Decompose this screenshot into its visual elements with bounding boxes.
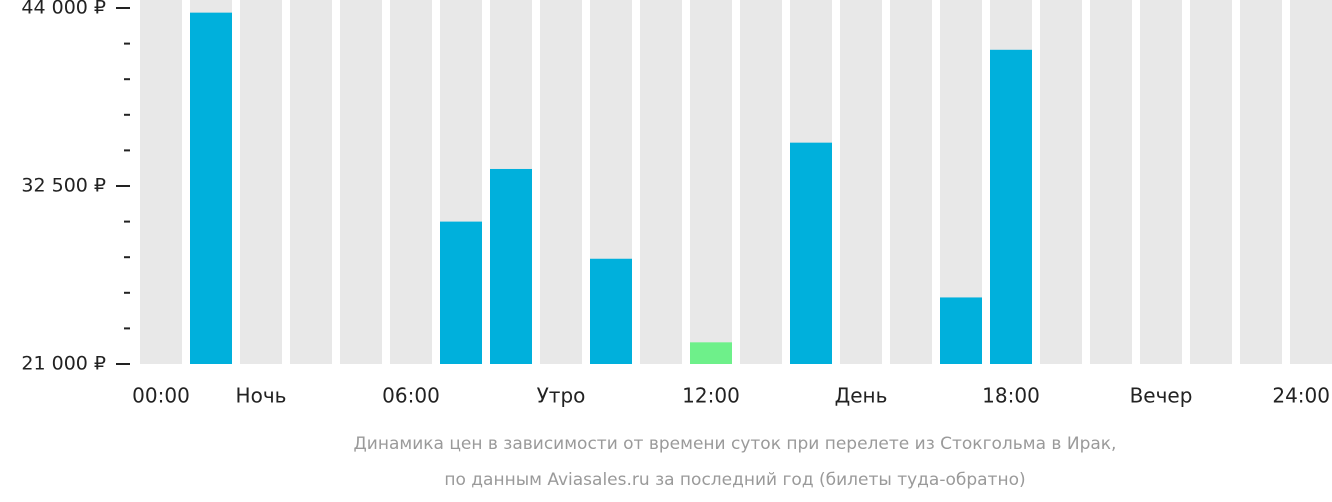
x-tick-label: День <box>835 384 888 408</box>
slot-background <box>690 0 732 364</box>
bar <box>590 258 632 364</box>
bar <box>990 49 1032 364</box>
x-tick-label: 24:00 <box>1272 384 1330 408</box>
slot-background <box>1140 0 1182 364</box>
slot-background <box>390 0 432 364</box>
x-tick-label: 06:00 <box>382 384 440 408</box>
slot-background <box>140 0 182 364</box>
slot-background <box>540 0 582 364</box>
bar <box>940 297 982 364</box>
slot-background <box>240 0 282 364</box>
x-tick-label: Ночь <box>236 384 287 408</box>
x-tick-label: 00:00 <box>132 384 190 408</box>
bar <box>490 168 532 364</box>
y-tick-label: 21 000 ₽ <box>21 353 106 375</box>
slot-background <box>890 0 932 364</box>
slot-background <box>1090 0 1132 364</box>
bar <box>790 142 832 364</box>
bar <box>690 342 732 364</box>
slot-background <box>1190 0 1232 364</box>
slot-background <box>1240 0 1282 364</box>
x-tick-label: Утро <box>537 384 586 408</box>
x-tick-label: Вечер <box>1130 384 1193 408</box>
y-tick-label: 32 500 ₽ <box>21 175 106 197</box>
bar <box>190 12 232 364</box>
x-tick-label: 18:00 <box>982 384 1040 408</box>
slot-background <box>1040 0 1082 364</box>
y-tick-label: 44 000 ₽ <box>21 0 106 19</box>
caption: по данным Aviasales.ru за последний год … <box>444 470 1025 490</box>
caption: Динамика цен в зависимости от времени су… <box>354 434 1117 454</box>
slot-background <box>340 0 382 364</box>
slot-background <box>640 0 682 364</box>
x-tick-label: 12:00 <box>682 384 740 408</box>
slot-background <box>1290 0 1332 364</box>
slot-background <box>840 0 882 364</box>
bar <box>440 221 482 364</box>
slot-background <box>290 0 332 364</box>
slot-background <box>740 0 782 364</box>
